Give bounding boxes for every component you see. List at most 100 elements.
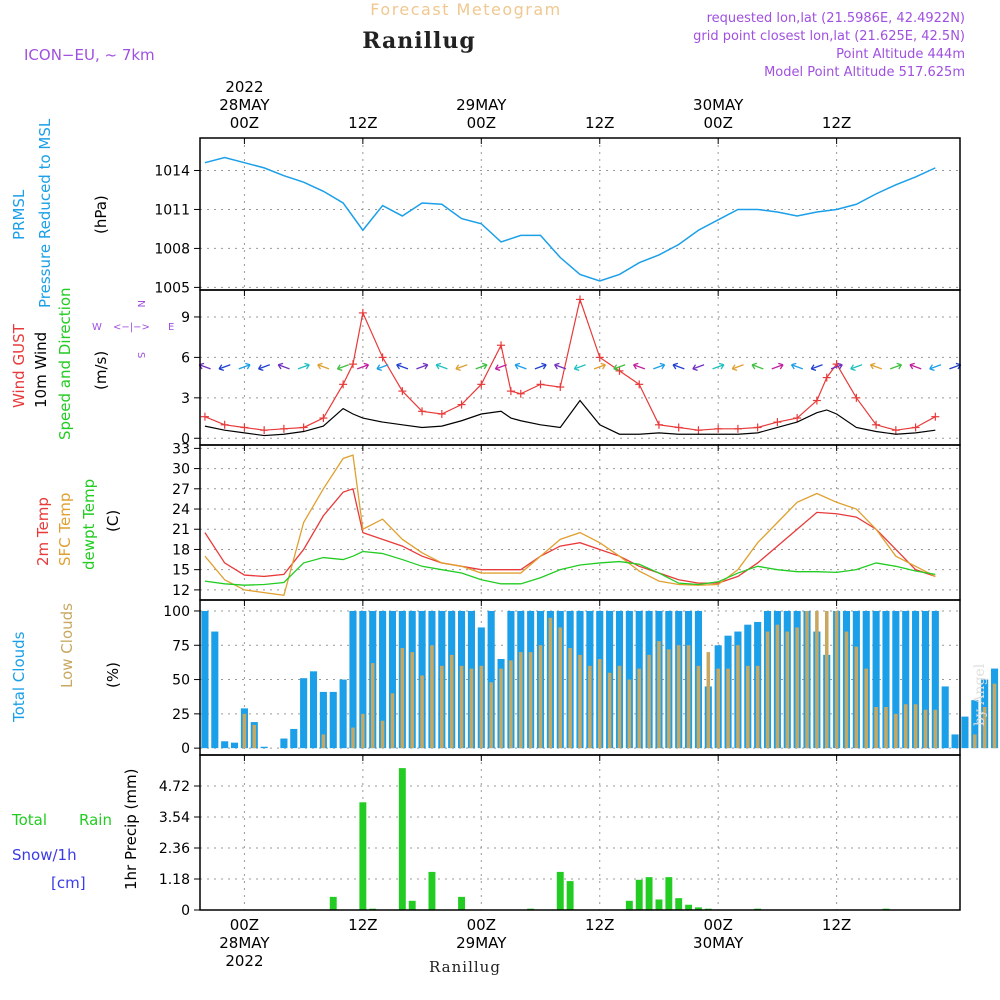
bottom-axis-label: 00Z bbox=[703, 916, 732, 934]
wind-gust-marker bbox=[812, 396, 821, 405]
low-cloud-bar bbox=[528, 652, 533, 749]
precip-bar bbox=[458, 896, 466, 910]
total-cloud-bar bbox=[487, 610, 495, 749]
wind-direction-arrow bbox=[712, 362, 725, 370]
wind-direction-arrow bbox=[633, 362, 646, 370]
arrow-shaft bbox=[830, 364, 843, 370]
low-cloud-bar bbox=[795, 627, 799, 749]
precip-bar bbox=[635, 879, 643, 910]
wind-gust-marker bbox=[506, 387, 515, 396]
low-cloud-bar bbox=[992, 683, 997, 749]
wind-gust-marker bbox=[497, 341, 506, 350]
arrow-head bbox=[850, 364, 856, 371]
wind-direction-arrow bbox=[494, 364, 507, 371]
arrow-shaft bbox=[455, 364, 468, 370]
low-cloud-bar bbox=[894, 713, 898, 749]
low-cloud-bar bbox=[824, 610, 829, 749]
wind-gust-marker bbox=[319, 414, 328, 423]
low-cloud-bar bbox=[884, 706, 888, 749]
wind-gust-marker bbox=[260, 426, 269, 435]
wind-gust-marker bbox=[694, 426, 703, 435]
precip-bar bbox=[665, 877, 673, 910]
bottom-axis-label: 00Z bbox=[230, 916, 259, 934]
wind-direction-arrow bbox=[751, 362, 764, 370]
precip-bar bbox=[694, 907, 702, 910]
arrow-shaft bbox=[692, 364, 705, 370]
wind-direction-arrow bbox=[869, 362, 882, 370]
y-tick-label: 25 bbox=[172, 707, 190, 723]
panels: 1005100810111014036912151821242730330255… bbox=[154, 137, 999, 919]
y-tick-label: 0 bbox=[181, 903, 190, 919]
precip-bar bbox=[645, 877, 653, 910]
low-cloud-bar bbox=[519, 652, 523, 749]
low-cloud-bar bbox=[558, 627, 563, 749]
arrow-shaft bbox=[751, 364, 764, 370]
temp-sfc-label: SFC Temp bbox=[56, 493, 74, 566]
y-tick-label: 27 bbox=[172, 482, 190, 498]
total-cloud-bar bbox=[221, 741, 229, 749]
bottom-axis-date: 28MAY bbox=[219, 934, 270, 952]
top-axis-date: 30MAY bbox=[693, 96, 744, 114]
arrow-head bbox=[810, 364, 817, 371]
total-cloud-bar bbox=[931, 610, 939, 749]
wind-direction-arrow bbox=[238, 362, 251, 370]
arrow-shaft bbox=[672, 364, 685, 370]
low-cloud-bar bbox=[667, 649, 671, 749]
arrow-head bbox=[376, 364, 382, 371]
arrow-shaft bbox=[396, 364, 409, 370]
y-tick-label: 0 bbox=[181, 431, 190, 447]
arrow-shaft bbox=[238, 364, 251, 370]
arrow-head bbox=[573, 364, 580, 371]
wind-direction-arrow bbox=[850, 364, 863, 371]
wind-10m-line bbox=[204, 399, 936, 437]
credit-watermark: by Angel bbox=[972, 663, 988, 726]
wind-gust-marker bbox=[822, 373, 831, 382]
y-tick-label: 75 bbox=[172, 638, 190, 654]
top-axis-date: 28MAY bbox=[219, 96, 270, 114]
wind-direction-arrow bbox=[514, 362, 527, 370]
model-label: ICON−EU, ~ 7km bbox=[24, 46, 155, 64]
arrow-head bbox=[218, 364, 225, 371]
pressure-line bbox=[204, 156, 936, 282]
arrow-shaft bbox=[850, 364, 863, 370]
low-cloud-bar bbox=[607, 672, 612, 749]
arrow-head bbox=[514, 362, 521, 370]
arrow-head bbox=[929, 364, 935, 371]
wind-gust-marker bbox=[635, 380, 644, 389]
precip-total-label: Total bbox=[11, 811, 47, 829]
wind-direction-arrow bbox=[218, 364, 231, 371]
wind-gust-marker bbox=[733, 424, 742, 433]
arrow-head bbox=[336, 364, 343, 371]
arrow-shaft bbox=[475, 364, 488, 370]
total-cloud-bar bbox=[339, 679, 347, 749]
total-cloud-bar bbox=[211, 631, 219, 749]
low-cloud-bar bbox=[351, 727, 355, 749]
low-clouds-label: Low Clouds bbox=[58, 603, 76, 688]
bottom-axis-label: 12Z bbox=[348, 916, 377, 934]
wind-direction-arrow bbox=[810, 364, 823, 371]
precip-bar bbox=[655, 899, 663, 910]
arrow-shaft bbox=[653, 364, 665, 370]
total-cloud-bar bbox=[379, 610, 387, 749]
top-axis-date: 29MAY bbox=[456, 96, 507, 114]
wind-direction-arrow bbox=[416, 362, 429, 370]
arrow-shaft bbox=[534, 364, 547, 370]
total-cloud-bar bbox=[319, 691, 327, 749]
wind-direction-arrow bbox=[534, 362, 547, 370]
precip-bar bbox=[556, 871, 564, 910]
temp-sfc-line bbox=[204, 454, 936, 597]
precip-bar bbox=[329, 896, 337, 910]
total-cloud-bar bbox=[961, 716, 969, 749]
prmsl-label: PRMSL bbox=[10, 189, 28, 240]
y-tick-label: 9 bbox=[181, 310, 190, 326]
low-cloud-bar bbox=[775, 624, 780, 749]
wind-gust-marker bbox=[477, 380, 486, 389]
pressure-unit: (hPa) bbox=[92, 195, 110, 234]
arrow-head bbox=[692, 364, 698, 371]
wind-gust-marker bbox=[536, 380, 545, 389]
low-cloud-bar bbox=[854, 646, 859, 749]
wind-gust-marker bbox=[793, 414, 802, 423]
low-cloud-bar bbox=[706, 652, 711, 749]
arrow-head bbox=[304, 362, 310, 370]
low-cloud-bar bbox=[755, 665, 760, 749]
